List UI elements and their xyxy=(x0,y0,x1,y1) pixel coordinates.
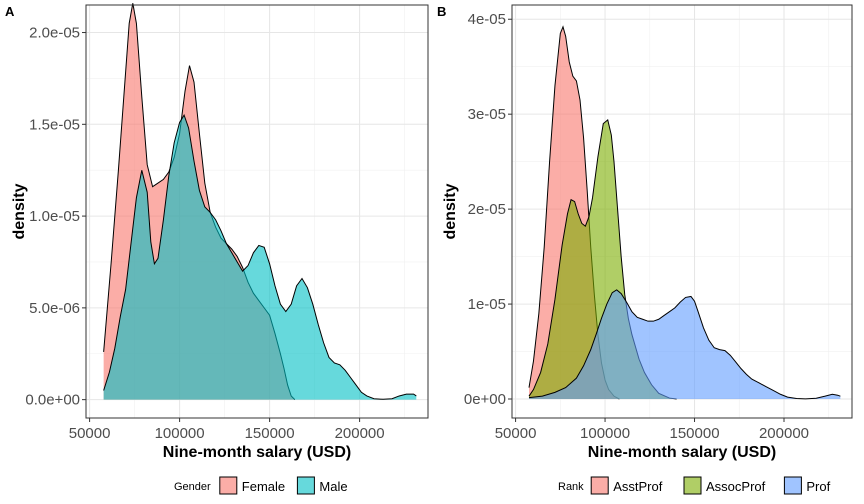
legend-label: Male xyxy=(319,479,347,494)
x-tick-label: 100000 xyxy=(155,425,205,442)
panel-tag: B xyxy=(437,4,446,19)
legend: Rank AsstProf AssocProf Prof xyxy=(558,476,831,495)
plot-border xyxy=(85,4,429,419)
x-tick-label: 150000 xyxy=(245,425,295,442)
y-tick-label: 1e-05 xyxy=(468,296,506,313)
legend-title: Rank xyxy=(558,481,584,493)
x-tick-label: 50000 xyxy=(495,425,537,442)
legend-key-asstprof xyxy=(590,476,609,495)
legend-key-assocprof xyxy=(683,476,702,495)
panel-tag: A xyxy=(5,4,15,19)
x-axis-title: Nine-month salary (USD) xyxy=(163,444,351,461)
y-tick-label: 0e+00 xyxy=(464,391,506,408)
legend-key-female xyxy=(219,476,238,495)
x-tick-label: 200000 xyxy=(335,425,385,442)
density-line-male xyxy=(103,113,417,400)
y-tick-label: 5.0e-06 xyxy=(29,300,80,317)
x-axis-title: Nine-month salary (USD) xyxy=(588,444,776,461)
x-tick-label: 200000 xyxy=(759,425,809,442)
y-tick-label: 2e-05 xyxy=(468,201,506,218)
y-tick-label: 0.0e+00 xyxy=(25,392,80,409)
density-area-male xyxy=(103,115,417,400)
x-tick-label: 100000 xyxy=(580,425,630,442)
chart-panel-b: 50000 100000 150000 200000 0e+00 1e-05 2e-05 3e… xyxy=(437,4,853,495)
y-tick-label: 2.0e-05 xyxy=(29,25,80,42)
legend-key-male xyxy=(296,476,315,495)
legend-label: Female xyxy=(242,479,285,494)
legend-label: AssocProf xyxy=(706,479,766,494)
x-tick-label: 50000 xyxy=(69,425,111,442)
density-area-prof xyxy=(529,289,841,400)
y-tick-label: 1.0e-05 xyxy=(29,208,80,225)
x-tick-label: 150000 xyxy=(669,425,719,442)
y-axis-title: density xyxy=(11,183,28,239)
legend-label: AsstProf xyxy=(613,479,663,494)
legend: Gender Female Male xyxy=(174,476,348,495)
y-tick-label: 1.5e-05 xyxy=(29,116,80,133)
legend-label: Prof xyxy=(806,479,830,494)
density-area-assocprof xyxy=(529,119,677,400)
legend-title: Gender xyxy=(174,481,211,493)
density-line-prof xyxy=(528,289,841,400)
chart-panel-a: 50000 100000 150000 200000 0.0e+00 5.0e-06 1.0… xyxy=(5,3,429,495)
plot-border xyxy=(511,4,853,419)
y-axis-title: density xyxy=(442,183,459,239)
legend-key-prof xyxy=(783,476,802,495)
y-tick-label: 4e-05 xyxy=(468,11,506,28)
y-tick-label: 3e-05 xyxy=(468,106,506,123)
